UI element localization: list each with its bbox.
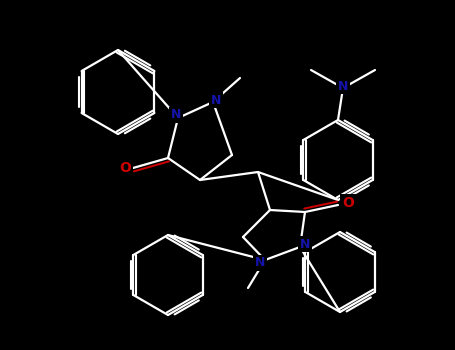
Text: N: N (211, 93, 221, 106)
Text: O: O (342, 196, 354, 210)
Text: N: N (300, 238, 310, 251)
Text: N: N (255, 257, 265, 270)
Text: O: O (119, 161, 131, 175)
Text: N: N (338, 79, 348, 92)
Text: N: N (171, 108, 181, 121)
